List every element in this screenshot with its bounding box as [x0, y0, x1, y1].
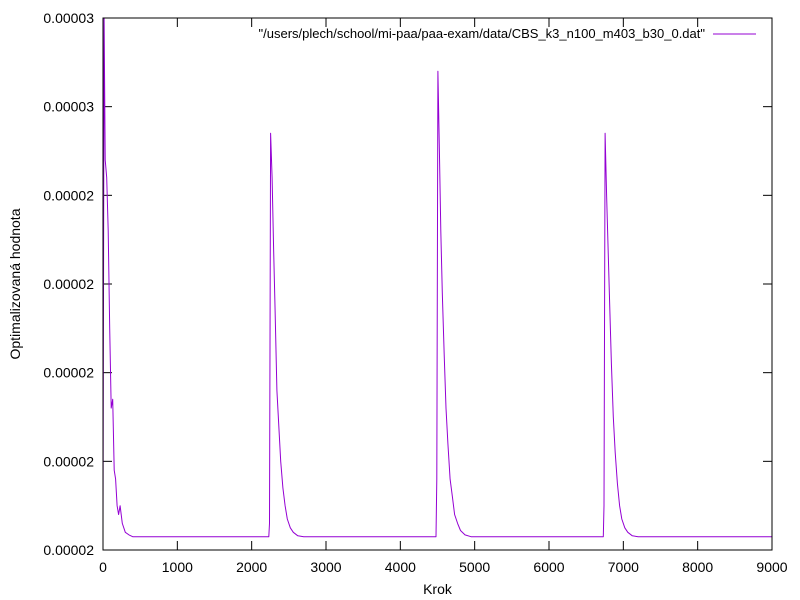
y-tick-label-2: 0.00002 [43, 365, 94, 381]
y-tick-label-6: 0.00003 [43, 10, 94, 26]
ticks-layer: 0 1000 2000 3000 4000 5000 6000 7000 8000 9000 0.0… [43, 10, 787, 575]
x-tick-label-1: 1000 [162, 559, 193, 575]
legend-label: "/users/plech/school/mi-paa/paa-exam/dat… [259, 26, 706, 41]
y-axis-label: Optimalizovaná hodnota [7, 208, 23, 359]
x-tick-label-5: 5000 [459, 559, 490, 575]
y-tick-label-3: 0.00002 [43, 276, 94, 292]
y-tick-label-0: 0.00002 [43, 542, 94, 558]
x-tick-label-6: 6000 [533, 559, 564, 575]
y-tick-label-5: 0.00003 [43, 99, 94, 115]
x-axis-label: Krok [423, 581, 453, 597]
legend: "/users/plech/school/mi-paa/paa-exam/dat… [259, 26, 756, 41]
x-tick-label-8: 8000 [682, 559, 713, 575]
x-tick-label-4: 4000 [385, 559, 416, 575]
series-line-0 [102, 17, 772, 538]
x-tick-label-2: 2000 [236, 559, 267, 575]
y-tick-label-1: 0.00002 [43, 453, 94, 469]
x-tick-label-7: 7000 [608, 559, 639, 575]
y-tick-label-4: 0.00002 [43, 187, 94, 203]
x-tick-label-9: 9000 [756, 559, 787, 575]
plot-frame [102, 17, 773, 551]
x-tick-label-0: 0 [99, 559, 107, 575]
series-layer [102, 17, 772, 538]
x-tick-label-3: 3000 [310, 559, 341, 575]
